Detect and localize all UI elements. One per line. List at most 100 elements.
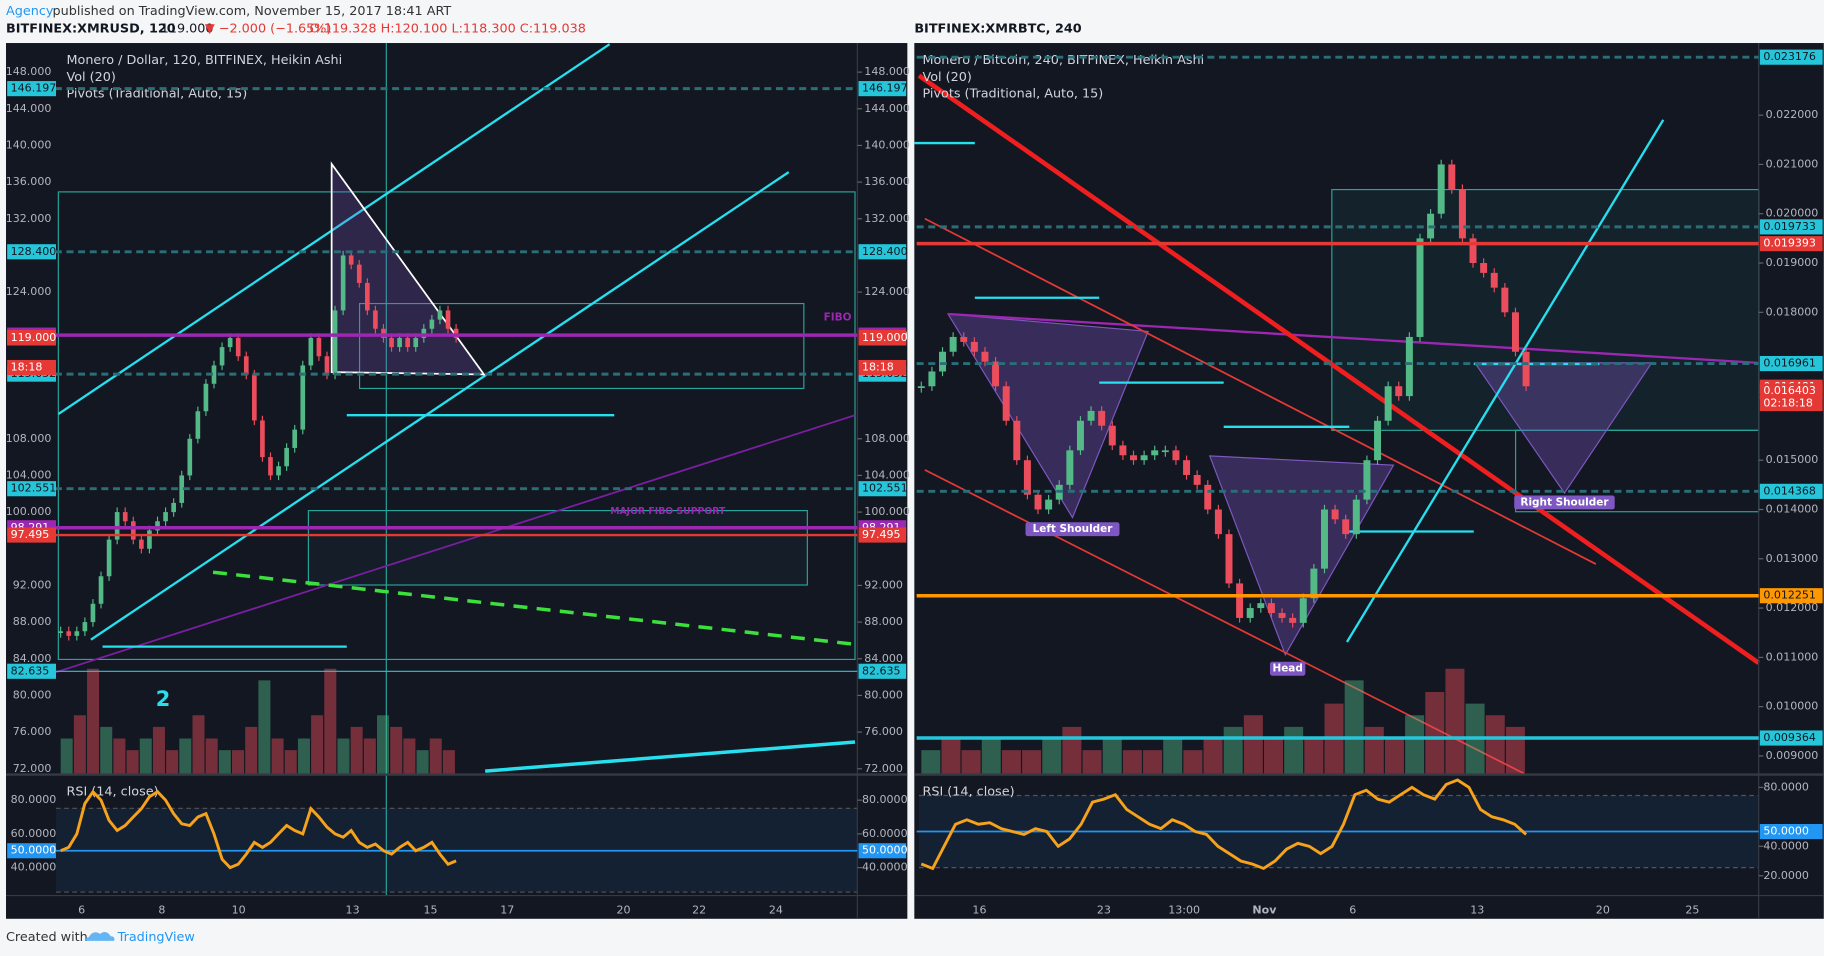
candle <box>1130 455 1137 461</box>
candle <box>292 429 298 448</box>
trend-line <box>212 570 856 647</box>
volume-bar <box>403 738 416 774</box>
price-flag <box>1759 355 1823 372</box>
rsi-tick-label: 80.0000 <box>11 793 57 806</box>
volume-bar <box>179 738 192 774</box>
volume-bar <box>166 750 179 774</box>
volume-bar <box>218 750 231 774</box>
time-label: 20 <box>1596 904 1610 917</box>
volume-bar <box>1344 680 1364 774</box>
candle <box>203 383 209 412</box>
annotation-box <box>1514 495 1615 510</box>
candle <box>300 365 306 430</box>
candle <box>1448 164 1456 190</box>
candle <box>445 310 451 329</box>
price-flag <box>7 663 57 679</box>
volume-bar <box>1223 726 1243 774</box>
candle <box>1342 519 1350 535</box>
candle <box>211 365 217 384</box>
candle <box>308 337 314 366</box>
candle <box>139 539 144 549</box>
rsi-flag <box>7 843 57 859</box>
price-tick-label: 0.022000 <box>1766 108 1819 121</box>
candle <box>252 374 257 421</box>
rsi-title: RSI (14, close) <box>922 785 1014 800</box>
price-flag-label: 0.009364 <box>1763 731 1816 744</box>
price-tick-label: 104.000 <box>864 468 910 481</box>
volume-bar <box>311 715 324 774</box>
legend: Pivots (Traditional, Auto, 15) <box>922 87 1103 102</box>
price-tick-label: 108.000 <box>6 432 52 445</box>
candle <box>90 603 96 623</box>
candle <box>130 521 136 540</box>
price-tick-label: 124.000 <box>864 285 910 298</box>
volume-bar <box>1405 715 1425 774</box>
price-flag-label: 0.014368 <box>1763 484 1816 497</box>
volume-bar <box>1203 738 1223 774</box>
candle <box>1204 484 1212 510</box>
price-tick-label: 140.000 <box>864 138 910 151</box>
price-tick-label: 0.014000 <box>1766 502 1819 515</box>
candle <box>413 337 419 348</box>
price-flag <box>1759 49 1823 65</box>
price-tick-label: 108.000 <box>864 432 910 445</box>
brand[interactable]: TradingView <box>117 930 195 945</box>
price-tick-label: 0.009000 <box>1766 749 1819 762</box>
volume-bar <box>192 715 205 774</box>
candle <box>437 310 443 320</box>
price-flag <box>1759 383 1823 399</box>
candle <box>1384 386 1392 421</box>
candle <box>348 255 354 265</box>
candle <box>397 337 402 348</box>
price-flag <box>7 330 57 346</box>
rsi-tick-label: 60.0000 <box>11 827 57 840</box>
volume-bar <box>87 668 100 774</box>
volume-bar <box>284 750 297 774</box>
price-tick-label: 0.018000 <box>1766 305 1819 318</box>
author[interactable]: Agency <box>6 4 54 19</box>
price-tick-label: 136.000 <box>864 175 910 188</box>
volume-bar <box>1243 715 1263 774</box>
candle <box>1236 583 1244 618</box>
price-flag-label: 128.400 <box>11 245 57 258</box>
box <box>57 191 856 661</box>
price-tick-label: 72.000 <box>864 762 903 775</box>
price-tick-label: 148.000 <box>6 65 52 78</box>
trend-line <box>1345 119 1665 643</box>
time-label: 13:00 <box>1168 904 1200 917</box>
price-flag <box>1759 588 1823 604</box>
candle <box>1108 425 1116 446</box>
volume-bar <box>390 726 403 774</box>
volume-bar <box>258 680 271 774</box>
price-flag-label: 128.400 <box>862 245 908 258</box>
candle <box>1522 351 1530 387</box>
price-flag <box>858 330 907 346</box>
time-label: 15 <box>423 904 437 917</box>
candle <box>122 512 128 522</box>
candle <box>981 351 989 362</box>
price-tick-label: 80.000 <box>864 688 903 701</box>
candle <box>1331 509 1339 520</box>
candle <box>1501 287 1509 313</box>
price-tick-label: 84.000 <box>864 652 903 665</box>
candle <box>171 502 176 513</box>
ohlc: O:119.328 H:120.100 L:118.300 C:119.038 <box>310 22 586 37</box>
candle <box>82 622 88 632</box>
price-flag <box>858 663 907 679</box>
candle <box>1310 568 1318 599</box>
rsi-tick-label: 40.0000 <box>11 861 57 874</box>
price-tick-label: 100.000 <box>6 505 52 518</box>
price-flag-label: 0.016961 <box>1763 357 1816 370</box>
price-flag-label: 97.495 <box>11 528 50 541</box>
price-flag <box>7 244 57 260</box>
price-flag <box>858 81 907 97</box>
time-label: 10 <box>232 904 246 917</box>
volume-bar <box>1364 726 1384 774</box>
candle <box>928 371 936 387</box>
volume-bar <box>961 750 981 774</box>
candle <box>1405 336 1413 397</box>
legend: Vol (20) <box>66 70 115 85</box>
candle <box>365 282 370 311</box>
price-tick-label: 0.010000 <box>1766 700 1819 713</box>
